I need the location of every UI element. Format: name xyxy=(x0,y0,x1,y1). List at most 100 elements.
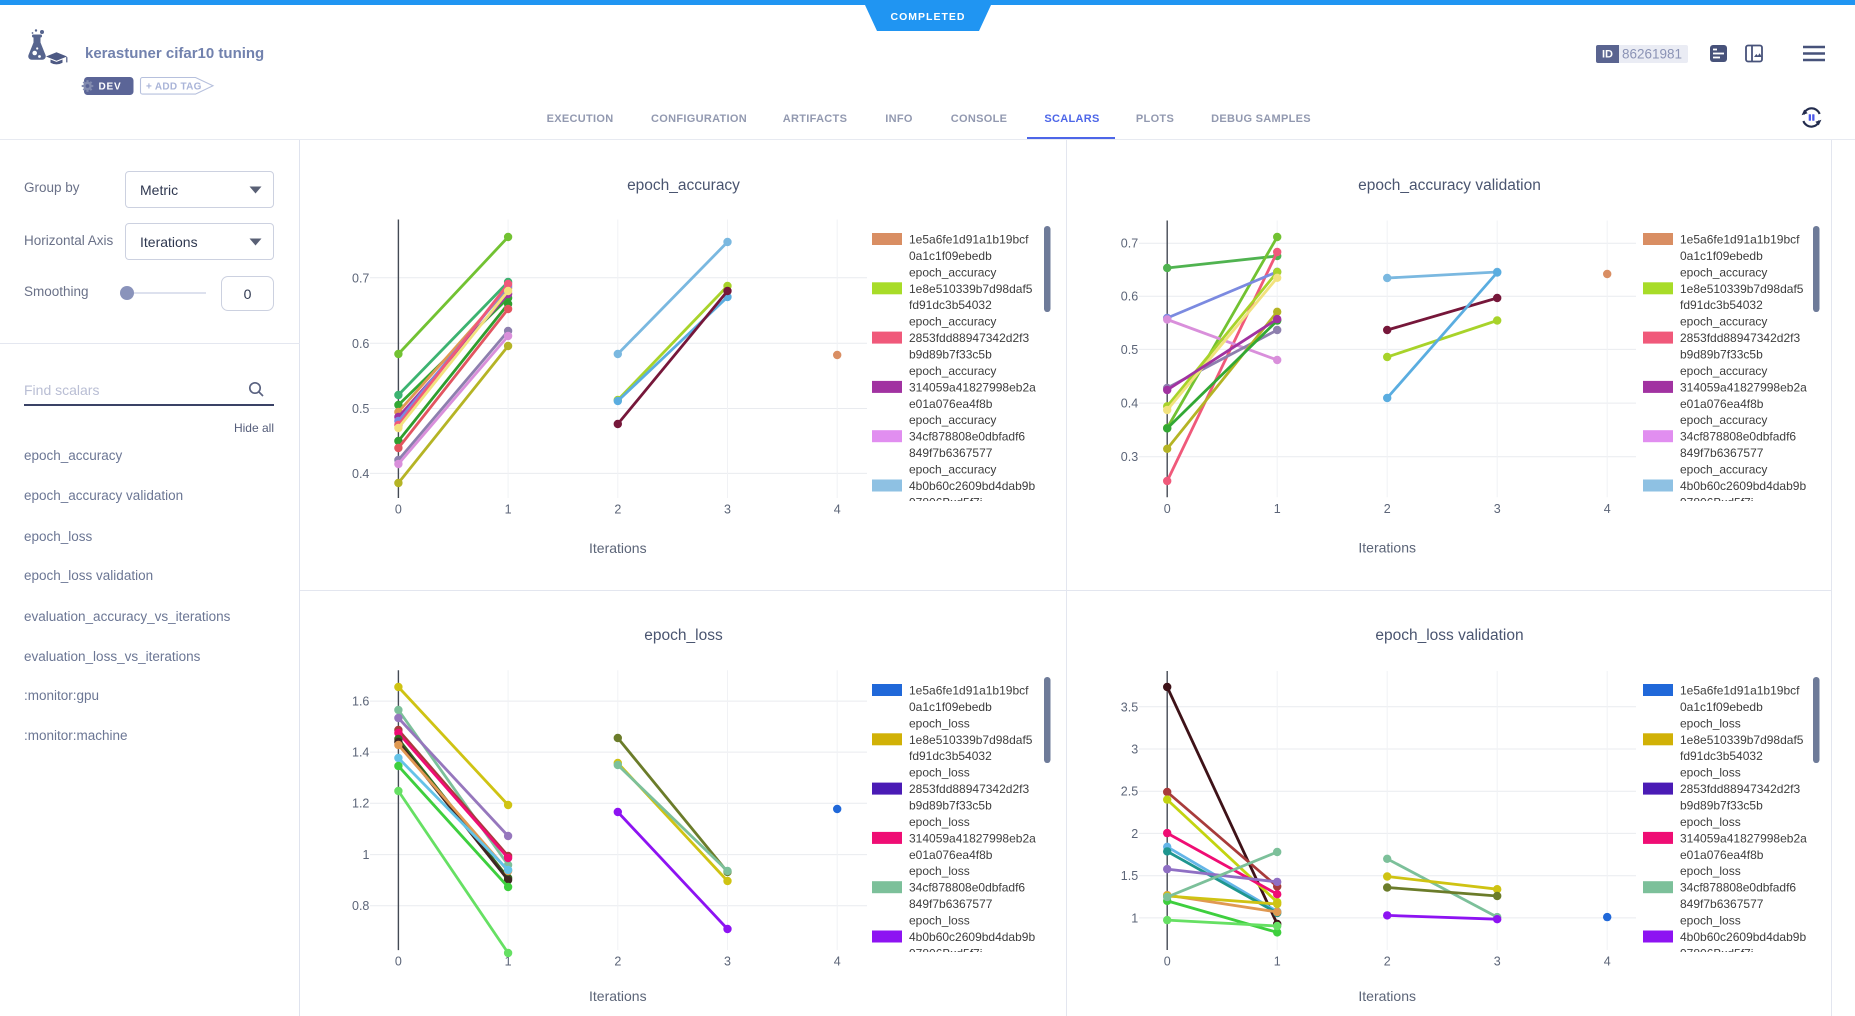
svg-text:1: 1 xyxy=(505,955,512,969)
svg-text:epoch_accuracy: epoch_accuracy xyxy=(909,315,996,329)
svg-text:34cf878808e0dbfadf6: 34cf878808e0dbfadf6 xyxy=(909,430,1025,444)
svg-text:0.7: 0.7 xyxy=(352,271,369,285)
svg-text:fd91dc3b54032: fd91dc3b54032 xyxy=(909,298,992,312)
svg-text:0: 0 xyxy=(395,955,402,969)
svg-text:4b0b60c2609bd4dab9b: 4b0b60c2609bd4dab9b xyxy=(909,479,1035,493)
svg-text:0.4: 0.4 xyxy=(1121,397,1138,411)
svg-text:3: 3 xyxy=(1494,502,1501,516)
svg-text:b9d89b7f33c5b: b9d89b7f33c5b xyxy=(1680,348,1763,362)
svg-text:3: 3 xyxy=(1131,743,1138,757)
svg-text:3: 3 xyxy=(724,955,731,969)
svg-text:epoch_loss: epoch_loss xyxy=(1680,815,1741,829)
svg-text:b9d89b7f33c5b: b9d89b7f33c5b xyxy=(909,799,992,813)
svg-text:0: 0 xyxy=(1164,502,1171,516)
svg-text:849f7b6367577: 849f7b6367577 xyxy=(909,897,993,911)
svg-text:epoch_loss: epoch_loss xyxy=(1680,766,1741,780)
svg-text:epoch_loss: epoch_loss xyxy=(644,627,723,644)
svg-text:epoch_accuracy validation: epoch_accuracy validation xyxy=(1358,177,1541,194)
svg-text:3: 3 xyxy=(1494,955,1501,969)
svg-text:fd91dc3b54032: fd91dc3b54032 xyxy=(1680,749,1763,763)
svg-text:1: 1 xyxy=(1274,955,1281,969)
svg-text:2: 2 xyxy=(1384,502,1391,516)
svg-text:1e5a6fe1d91a1b19bcf: 1e5a6fe1d91a1b19bcf xyxy=(1680,684,1800,698)
svg-text:1e8e510339b7d98daf5: 1e8e510339b7d98daf5 xyxy=(909,733,1033,747)
svg-text:1e8e510339b7d98daf5: 1e8e510339b7d98daf5 xyxy=(1680,733,1804,747)
svg-text:Iterations: Iterations xyxy=(1358,539,1416,555)
svg-text:0.5: 0.5 xyxy=(1121,343,1138,357)
svg-text:epoch_accuracy: epoch_accuracy xyxy=(909,265,996,279)
svg-text:314059a41827998eb2a: 314059a41827998eb2a xyxy=(1680,831,1807,845)
svg-text:97806Bxd5f7i: 97806Bxd5f7i xyxy=(909,946,982,960)
svg-text:0.7: 0.7 xyxy=(1121,237,1138,251)
svg-text:epoch_loss: epoch_loss xyxy=(1680,716,1741,730)
svg-text:2853fdd88947342d2f3: 2853fdd88947342d2f3 xyxy=(1680,331,1800,345)
svg-text:2: 2 xyxy=(614,955,621,969)
svg-text:epoch_accuracy: epoch_accuracy xyxy=(1680,265,1767,279)
svg-text:epoch_loss: epoch_loss xyxy=(909,766,970,780)
svg-text:epoch_accuracy: epoch_accuracy xyxy=(1680,413,1767,427)
svg-text:epoch_accuracy: epoch_accuracy xyxy=(909,463,996,477)
svg-text:34cf878808e0dbfadf6: 34cf878808e0dbfadf6 xyxy=(909,881,1025,895)
svg-text:1e5a6fe1d91a1b19bcf: 1e5a6fe1d91a1b19bcf xyxy=(909,684,1029,698)
svg-text:4: 4 xyxy=(834,955,841,969)
svg-text:849f7b6367577: 849f7b6367577 xyxy=(909,446,993,460)
svg-text:1.4: 1.4 xyxy=(352,746,369,760)
svg-text:314059a41827998eb2a: 314059a41827998eb2a xyxy=(909,831,1036,845)
svg-text:epoch_loss: epoch_loss xyxy=(1680,864,1741,878)
svg-text:e01a076ea4f8b: e01a076ea4f8b xyxy=(909,848,993,862)
svg-text:86261981: 86261981 xyxy=(1622,47,1682,62)
svg-text:3: 3 xyxy=(724,503,731,517)
svg-text:0a1c1f09ebedb: 0a1c1f09ebedb xyxy=(1680,700,1763,714)
svg-text:0.3: 0.3 xyxy=(1121,450,1138,464)
svg-text:849f7b6367577: 849f7b6367577 xyxy=(1680,446,1764,460)
svg-text:Iterations: Iterations xyxy=(1358,988,1416,1004)
svg-text:b9d89b7f33c5b: b9d89b7f33c5b xyxy=(1680,799,1763,813)
svg-text:1.6: 1.6 xyxy=(352,695,369,709)
svg-text:Iterations: Iterations xyxy=(589,988,647,1004)
svg-text:4: 4 xyxy=(1604,955,1611,969)
svg-text:1.2: 1.2 xyxy=(352,797,369,811)
svg-text:4b0b60c2609bd4dab9b: 4b0b60c2609bd4dab9b xyxy=(909,930,1035,944)
svg-text:0.8: 0.8 xyxy=(352,899,369,913)
svg-text:1e8e510339b7d98daf5: 1e8e510339b7d98daf5 xyxy=(1680,282,1804,296)
svg-text:0: 0 xyxy=(1164,955,1171,969)
svg-text:0.5: 0.5 xyxy=(352,402,369,416)
svg-text:1: 1 xyxy=(1274,502,1281,516)
svg-text:2: 2 xyxy=(614,503,621,517)
svg-text:+ ADD TAG: + ADD TAG xyxy=(146,81,202,92)
svg-text:epoch_accuracy: epoch_accuracy xyxy=(627,177,740,194)
svg-text:e01a076ea4f8b: e01a076ea4f8b xyxy=(1680,848,1764,862)
svg-text:849f7b6367577: 849f7b6367577 xyxy=(1680,897,1764,911)
svg-text:4: 4 xyxy=(1604,502,1611,516)
svg-text:3.5: 3.5 xyxy=(1121,700,1138,714)
svg-text:epoch_loss: epoch_loss xyxy=(909,864,970,878)
svg-text:2853fdd88947342d2f3: 2853fdd88947342d2f3 xyxy=(909,331,1029,345)
svg-text:314059a41827998eb2a: 314059a41827998eb2a xyxy=(909,380,1036,394)
svg-text:1e5a6fe1d91a1b19bcf: 1e5a6fe1d91a1b19bcf xyxy=(1680,233,1800,247)
svg-text:4: 4 xyxy=(834,503,841,517)
svg-text:97806Bxd5f7i: 97806Bxd5f7i xyxy=(1680,495,1753,509)
svg-text:1.5: 1.5 xyxy=(1121,869,1138,883)
svg-text:0: 0 xyxy=(395,503,402,517)
svg-text:epoch_loss: epoch_loss xyxy=(909,815,970,829)
svg-text:0.4: 0.4 xyxy=(352,467,369,481)
svg-text:DEV: DEV xyxy=(99,82,122,93)
svg-text:2: 2 xyxy=(1131,827,1138,841)
svg-text:34cf878808e0dbfadf6: 34cf878808e0dbfadf6 xyxy=(1680,430,1796,444)
svg-text:e01a076ea4f8b: e01a076ea4f8b xyxy=(1680,397,1764,411)
svg-text:0a1c1f09ebedb: 0a1c1f09ebedb xyxy=(909,700,992,714)
svg-text:4b0b60c2609bd4dab9b: 4b0b60c2609bd4dab9b xyxy=(1680,479,1806,493)
svg-text:97806Bxd5f7i: 97806Bxd5f7i xyxy=(1680,946,1753,960)
svg-text:1: 1 xyxy=(505,503,512,517)
svg-text:2853fdd88947342d2f3: 2853fdd88947342d2f3 xyxy=(909,782,1029,796)
svg-text:fd91dc3b54032: fd91dc3b54032 xyxy=(909,749,992,763)
svg-text:epoch_loss validation: epoch_loss validation xyxy=(1375,627,1523,644)
svg-text:fd91dc3b54032: fd91dc3b54032 xyxy=(1680,298,1763,312)
svg-text:epoch_accuracy: epoch_accuracy xyxy=(1680,463,1767,477)
svg-text:0a1c1f09ebedb: 0a1c1f09ebedb xyxy=(1680,249,1763,263)
svg-text:0.6: 0.6 xyxy=(1121,290,1138,304)
svg-text:Iterations: Iterations xyxy=(589,540,647,556)
svg-text:epoch_accuracy: epoch_accuracy xyxy=(909,364,996,378)
svg-text:4b0b60c2609bd4dab9b: 4b0b60c2609bd4dab9b xyxy=(1680,930,1806,944)
svg-text:epoch_accuracy: epoch_accuracy xyxy=(1680,315,1767,329)
